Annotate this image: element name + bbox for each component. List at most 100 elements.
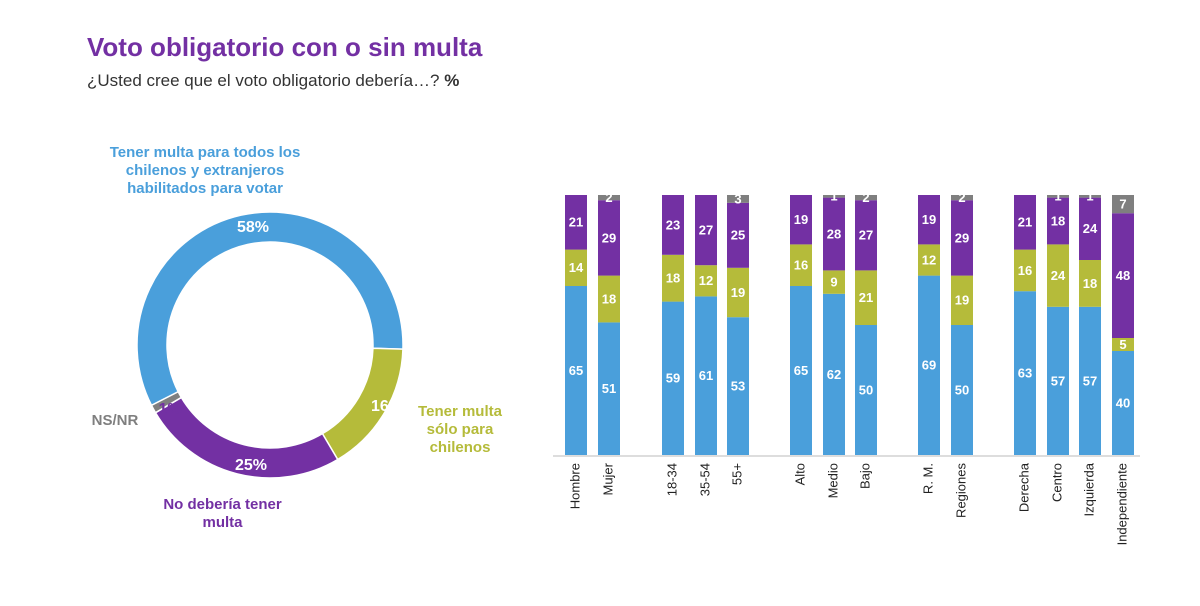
bar-segment [918,275,940,455]
bar-segment [727,195,749,203]
data-label: 21 [569,215,583,230]
bar-segment [1014,291,1036,455]
x-tick-label: Centro [1049,463,1064,502]
bar-segment [695,265,717,297]
bar-segment [598,200,620,276]
x-tick-label: Medio [825,463,840,498]
bar-segment [662,301,684,455]
data-label: 50 [955,382,969,397]
x-tick-label: 18-34 [664,463,679,496]
bar-segment [727,267,749,318]
data-label: 63 [1018,366,1032,381]
data-label: 18 [1083,276,1097,291]
chart-title: Voto obligatorio con o sin multa [87,32,483,62]
data-label: 14 [569,260,584,275]
bar-segment [598,195,620,201]
value-label: 25% [235,457,267,474]
bar-segment [598,322,620,455]
bar-segment [1047,306,1069,455]
data-label: 59 [666,371,680,386]
category-label: Tener multa para todos los chilenos y ex… [109,144,301,197]
bar-segment [1112,351,1134,455]
bar-segment [790,286,812,455]
data-label: 48 [1116,268,1130,283]
bar-segment [1047,244,1069,307]
bar-segment [565,195,587,250]
value-label: 58% [237,219,269,236]
bar-segment [1014,249,1036,292]
x-tick-label: Independiente [1114,463,1129,545]
bar-segment [662,195,684,255]
data-label: 3 [734,191,741,206]
data-label: 62 [827,367,841,382]
data-label: 21 [859,290,873,305]
bar-segment [1047,195,1069,198]
bar-segment [727,202,749,268]
data-label: 16 [1018,263,1032,278]
data-label: 12 [699,273,713,288]
x-tick-label: Derecha [1016,462,1031,512]
data-label: 18 [1051,213,1065,228]
data-label: 25 [731,228,745,243]
bar-segment [790,195,812,245]
value-label: 16% [371,398,403,415]
data-label: 57 [1083,373,1097,388]
bar-segment [951,200,973,276]
data-label: 2 [605,190,612,205]
data-label: 27 [859,228,873,243]
data-label: 1 [830,189,837,204]
data-label: 1 [1054,189,1061,204]
data-label: 28 [827,226,841,241]
bar-segment [951,325,973,455]
bar-segment [598,275,620,323]
bar-segment [918,195,940,245]
x-tick-label: 55+ [729,463,744,485]
data-label: 19 [922,212,936,227]
bar-segment [855,200,877,271]
data-label: 27 [699,223,713,238]
bar-segment [951,275,973,325]
bar-segment [565,249,587,286]
data-label: 18 [666,271,680,286]
x-tick-label: Izquierda [1081,462,1096,516]
data-label: 1 [1086,189,1093,204]
bar-segment [855,270,877,325]
data-label: 23 [666,217,680,232]
data-label: 21 [1018,215,1032,230]
category-label: NS/NR [91,412,139,429]
bar-segment [727,317,749,455]
data-label: 19 [794,212,808,227]
x-tick-label: Hombre [567,463,582,509]
bar-segment [951,195,973,201]
data-label: 18 [602,291,616,306]
bar-segment [695,296,717,455]
data-label: 12 [922,252,936,267]
data-label: 19 [731,285,745,300]
data-label: 50 [859,382,873,397]
category-label: No debería tener multa [163,496,282,531]
bar-segment [855,325,877,455]
data-label: 65 [569,363,583,378]
x-tick-label: 35-54 [697,463,712,496]
category-label: Tener multa sólo para chilenos [418,403,502,456]
data-label: 2 [862,190,869,205]
data-label: 69 [922,358,936,373]
bar-segment [1112,195,1134,214]
data-label: 24 [1051,268,1066,283]
x-tick-label: Mujer [600,462,615,495]
value-label: 1% [158,401,181,418]
bar-segment [823,197,845,271]
bar-segment [1079,197,1101,260]
data-label: 24 [1083,221,1098,236]
bar-segment [662,254,684,302]
bar-segment [823,293,845,455]
unit: % [444,71,459,90]
data-label: 29 [602,230,616,245]
bar-segment [1079,260,1101,307]
bar-segment [1079,306,1101,455]
donut-slice [150,390,183,414]
donut-slice [136,211,404,407]
data-label: 19 [955,293,969,308]
data-label: 40 [1116,395,1130,410]
